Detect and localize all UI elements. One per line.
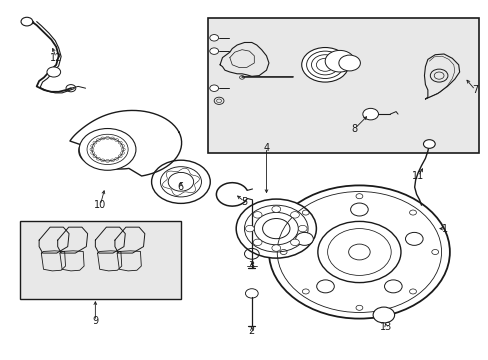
Text: 12: 12 (50, 53, 62, 63)
Text: 11: 11 (411, 171, 424, 181)
Circle shape (21, 17, 33, 26)
Circle shape (268, 185, 449, 319)
Text: 6: 6 (178, 182, 183, 192)
Circle shape (290, 239, 299, 246)
Circle shape (236, 199, 316, 258)
Circle shape (47, 67, 61, 77)
Circle shape (372, 307, 394, 323)
Circle shape (362, 108, 378, 120)
Text: 9: 9 (92, 316, 98, 326)
Circle shape (271, 245, 280, 251)
Circle shape (423, 140, 434, 148)
Circle shape (405, 233, 422, 246)
Text: 8: 8 (351, 124, 357, 134)
Text: 13: 13 (379, 322, 392, 332)
Text: 2: 2 (248, 326, 254, 336)
FancyBboxPatch shape (207, 18, 478, 153)
Circle shape (295, 233, 313, 246)
Text: 3: 3 (248, 261, 254, 271)
Text: 4: 4 (263, 143, 269, 153)
Circle shape (79, 129, 136, 170)
Circle shape (209, 48, 218, 54)
Text: 7: 7 (471, 85, 477, 95)
Circle shape (298, 225, 306, 232)
Text: 10: 10 (94, 200, 106, 210)
Circle shape (253, 239, 262, 246)
Circle shape (325, 50, 354, 72)
Circle shape (316, 280, 334, 293)
Circle shape (245, 225, 254, 232)
Circle shape (209, 85, 218, 91)
FancyBboxPatch shape (20, 221, 181, 299)
Text: 5: 5 (241, 197, 247, 207)
Circle shape (209, 35, 218, 41)
Circle shape (301, 48, 348, 82)
Circle shape (151, 160, 210, 203)
Circle shape (338, 55, 360, 71)
Circle shape (253, 212, 262, 218)
Circle shape (350, 203, 367, 216)
Text: 1: 1 (441, 224, 447, 234)
Circle shape (271, 206, 280, 212)
Circle shape (290, 212, 299, 218)
Circle shape (384, 280, 401, 293)
